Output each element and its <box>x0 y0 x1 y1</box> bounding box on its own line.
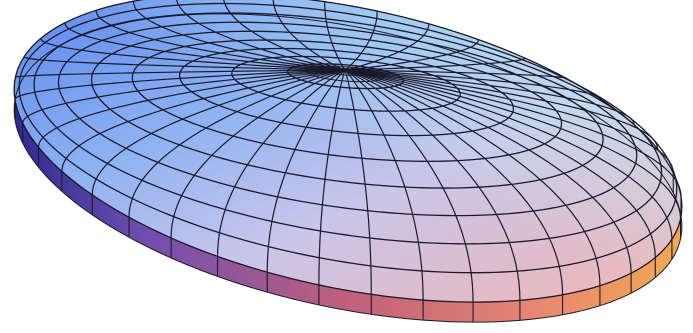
mesh-spoke-line <box>95 10 346 71</box>
mesh-spoke-line <box>344 69 601 286</box>
mesh-spoke-line <box>272 0 346 71</box>
mesh-spoke-line <box>344 39 480 71</box>
mesh-spoke-line <box>344 57 526 71</box>
mesh-spoke-line <box>344 23 430 71</box>
mesh-spoke-line <box>132 1 346 71</box>
mesh-spoke-line <box>14 69 346 100</box>
mesh-spoke-line <box>344 69 564 295</box>
mesh-spoke-line <box>344 69 674 173</box>
mesh-spoke-line <box>344 11 378 71</box>
mesh-spoke-line <box>176 0 346 71</box>
mesh-spoke-line <box>344 69 372 295</box>
mesh-spoke-line <box>344 69 632 274</box>
mesh-spoke-line <box>266 69 346 273</box>
mesh-spoke-line <box>64 22 346 71</box>
mesh-spoke-line <box>40 38 346 71</box>
mesh-spoke-line <box>344 69 682 219</box>
mesh-spoke-line <box>61 69 346 172</box>
disk-top-highlight <box>14 0 682 303</box>
mesh-spoke-line <box>344 69 659 149</box>
mesh-spoke-line <box>170 69 346 238</box>
mesh-spoke-line <box>344 69 635 125</box>
mesh-spoke-line <box>344 69 521 301</box>
mesh-spoke-line <box>344 69 682 197</box>
mesh-spoke-line <box>91 69 346 195</box>
mesh-spoke-line <box>37 69 346 148</box>
mesh-spoke-line <box>216 69 346 257</box>
mesh-spoke-line <box>344 69 474 303</box>
mesh-spoke-line <box>344 69 656 258</box>
disk-body <box>14 0 682 323</box>
mesh-spoke-line <box>344 69 568 80</box>
mesh-spoke-line <box>324 1 346 71</box>
mesh-spoke-line <box>318 69 346 285</box>
mesh-rim-bottom-edge <box>13 13 683 323</box>
mesh-spoke-line <box>223 0 346 71</box>
mesh-spoke-line <box>128 69 346 218</box>
mesh-spoke-line <box>15 69 346 78</box>
mesh-spoke-line <box>344 69 605 102</box>
mesh-spoke-line <box>344 69 673 240</box>
mesh-spoke-line <box>344 69 424 301</box>
mesh-spoke-line <box>22 69 346 124</box>
mesh-spoke-line <box>23 56 346 71</box>
mesh-grid <box>13 0 683 323</box>
